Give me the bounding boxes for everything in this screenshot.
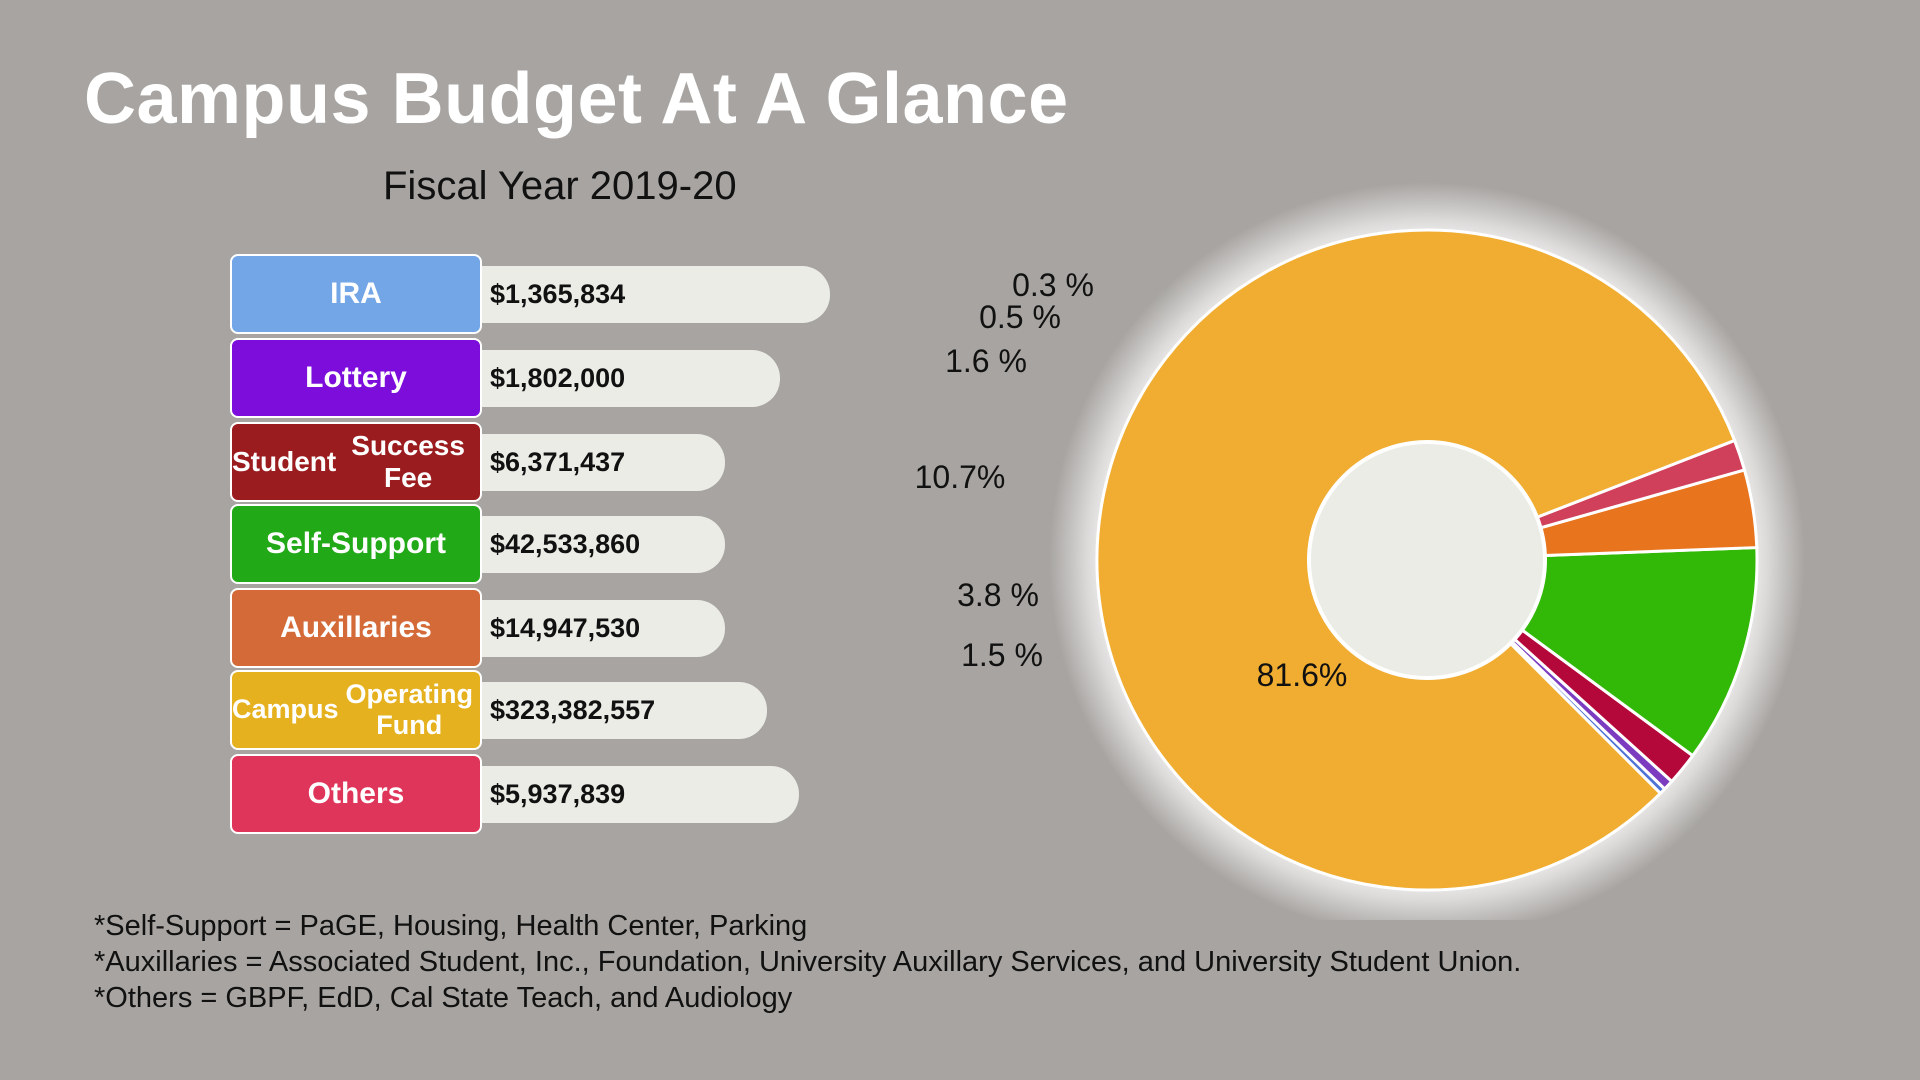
legend-label-line: Student — [232, 445, 337, 477]
legend-label-line: Others — [307, 776, 405, 810]
legend-label-line: Auxillaries — [280, 610, 432, 644]
legend-amount-ira: $1,365,834 — [450, 266, 830, 323]
chart-hole — [1307, 440, 1547, 680]
slice-label-student-success-fee: 1.6 % — [945, 343, 1027, 379]
slice-label-campus-operating-fund: 81.6% — [1257, 657, 1348, 693]
legend-label-line: Lottery — [305, 360, 407, 394]
legend-label-self-support: Self-Support — [230, 504, 482, 584]
slice-label-lottery: 0.5 % — [979, 299, 1061, 335]
budget-legend: $1,365,834 IRA $1,802,000 Lottery $6,371,437… — [230, 254, 850, 834]
legend-amount-student-success-fee: $6,371,437 — [450, 434, 725, 491]
fiscal-year-subtitle: Fiscal Year 2019-20 — [383, 164, 737, 208]
footnote-others: *Others = GBPF, EdD, Cal State Teach, an… — [94, 982, 793, 1014]
legend-amount-others: $5,937,839 — [450, 766, 799, 823]
legend-label-line: Campus — [232, 694, 339, 725]
slice-label-auxillaries: 3.8 % — [957, 577, 1039, 613]
page-title: Campus Budget At A Glance — [84, 59, 1069, 139]
legend-label-student-success-fee: Student Success Fee — [230, 422, 482, 502]
slice-label-ira: 0.3 % — [1012, 267, 1094, 303]
legend-amount-auxillaries: $14,947,530 — [450, 600, 725, 657]
legend-label-line: Success Fee — [351, 429, 465, 493]
chart-labels: 0.3 %0.5 % 1.6 % 10.7% 3.8 % 1.5 % 81.6% — [915, 267, 1348, 693]
slice-label-others: 1.5 % — [961, 637, 1043, 673]
footnotes: *Self-Support = PaGE, Housing, Health Ce… — [94, 908, 1521, 1016]
legend-label-others: Others — [230, 754, 482, 834]
footnote-auxillaries: *Auxillaries = Associated Student, Inc.,… — [94, 946, 1522, 978]
legend-label-lottery: Lottery — [230, 338, 482, 418]
legend-amount-lottery: $1,802,000 — [450, 350, 780, 407]
donut-svg: 0.3 %0.5 % 1.6 % 10.7% 3.8 % 1.5 % 81.6% — [915, 182, 1805, 938]
legend-label-line: Self-Support — [266, 526, 446, 560]
slice-label-self-support: 10.7% — [915, 459, 1006, 495]
legend-label-auxillaries: Auxillaries — [230, 588, 482, 668]
legend-label-line: Operating Fund — [345, 678, 474, 740]
legend-label-campus-operating-fund: Campus Operating Fund — [230, 670, 482, 750]
legend-amount-self-support: $42,533,860 — [450, 516, 725, 573]
footnote-self-support: *Self-Support = PaGE, Housing, Health Ce… — [94, 910, 808, 942]
legend-label-ira: IRA — [230, 254, 482, 334]
budget-donut-chart: 0.3 % 0.5 % 1.6 % 10.7% 3.8 % 1.5 % 81.6% — [880, 160, 1920, 938]
legend-label-line: IRA — [330, 276, 382, 310]
donut-hole — [1307, 440, 1547, 680]
legend-amount-campus-operating-fund: $323,382,557 — [450, 682, 767, 739]
